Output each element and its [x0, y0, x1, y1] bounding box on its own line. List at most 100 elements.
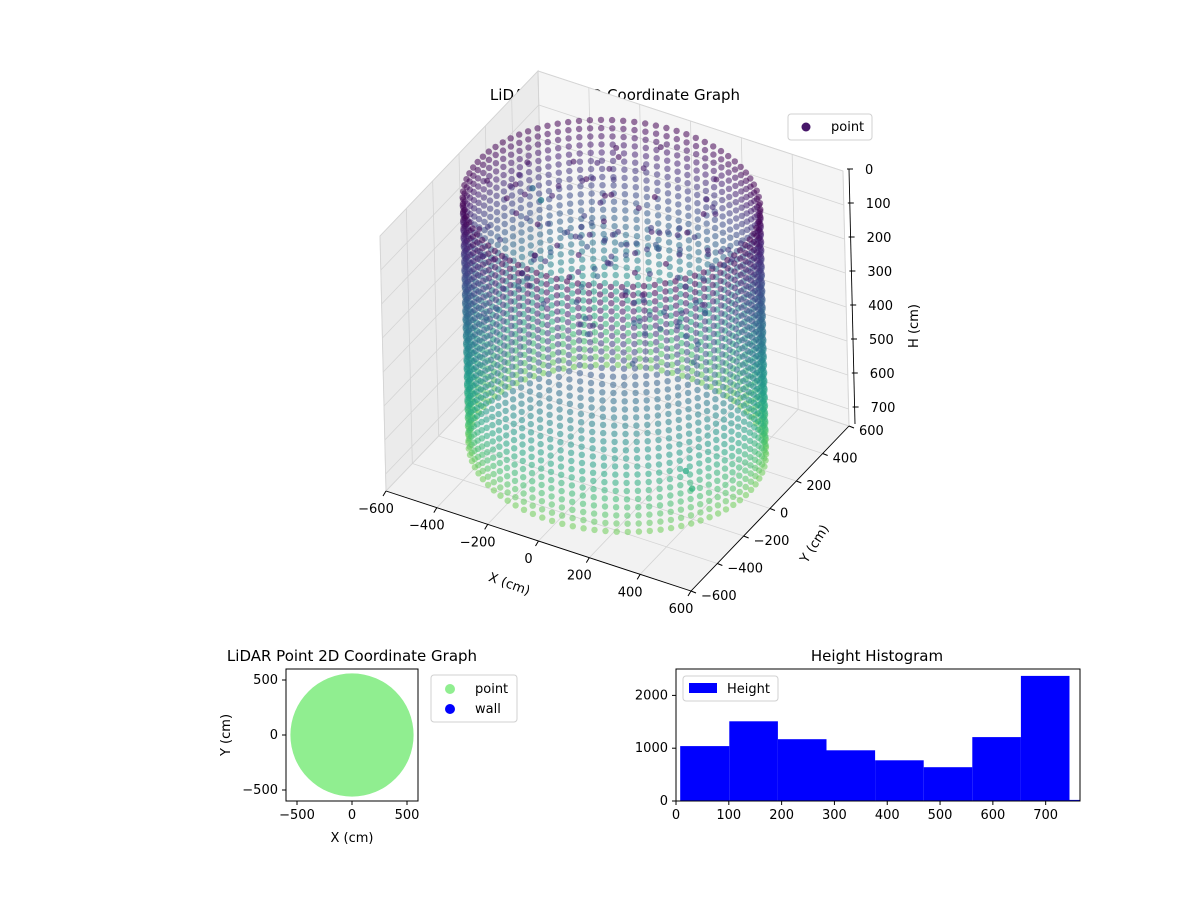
- 3d-point: [537, 432, 544, 440]
- 2d-legend[interactable]: point wall: [430, 674, 518, 723]
- 3d-point: [676, 225, 683, 231]
- 3d-point: [737, 255, 744, 262]
- 3d-point: [734, 407, 741, 414]
- 3d-point: [676, 242, 683, 249]
- 3d-point: [602, 304, 609, 311]
- 3d-point: [519, 465, 527, 473]
- 3d-point: [508, 330, 515, 338]
- 3d-point: [555, 161, 562, 168]
- 3d-point: [503, 440, 510, 447]
- 3d-point: [731, 293, 739, 300]
- 3d-point: [553, 292, 561, 299]
- 3d-point: [580, 305, 587, 312]
- 3d-point: [612, 504, 620, 511]
- 2d-y-axis-label: Y (cm): [219, 714, 234, 757]
- 3d-point: [709, 273, 716, 280]
- 3d-point: [725, 152, 732, 160]
- 3d-point: [722, 506, 730, 513]
- 3d-point: [755, 193, 762, 201]
- 3d-point: [576, 150, 583, 157]
- 3d-point: [497, 492, 504, 499]
- 3d-point: [613, 296, 620, 303]
- 3d-z-tick-label: 100: [866, 197, 891, 212]
- 3d-point: [753, 224, 760, 231]
- 3d-point: [597, 299, 604, 306]
- 3d-point: [647, 357, 654, 364]
- 3d-point: [673, 144, 681, 151]
- 3d-point: [598, 356, 605, 363]
- 3d-point: [608, 116, 616, 124]
- 3d-point: [719, 237, 727, 245]
- 3d-point: [601, 503, 609, 510]
- 3d-point: [526, 209, 534, 217]
- histogram-title: Height Histogram: [811, 647, 943, 665]
- 3d-point: [703, 228, 711, 235]
- 3d-point: [569, 506, 576, 514]
- 3d-point: [534, 221, 541, 228]
- 3d-point: [531, 252, 538, 259]
- 3d-point: [665, 214, 672, 221]
- 3d-point: [737, 271, 744, 278]
- 3d-point: [654, 396, 661, 403]
- 3d-point: [742, 169, 750, 176]
- 3d-point: [612, 263, 619, 271]
- 3d-point: [746, 429, 753, 436]
- 3d-point: [648, 224, 655, 231]
- 3d-point: [483, 408, 490, 415]
- 3d-point: [719, 213, 726, 220]
- 3d-point: [508, 159, 515, 166]
- 3d-point: [652, 298, 659, 305]
- 3d-point: [518, 253, 526, 261]
- 3d-point: [612, 479, 619, 486]
- 3d-point: [612, 280, 620, 287]
- 3d-point: [579, 484, 586, 491]
- 3d-point: [749, 375, 757, 382]
- 3d-point: [675, 400, 682, 407]
- 3d-point: [525, 152, 532, 159]
- 3d-point: [487, 364, 495, 372]
- 3d-point: [500, 334, 508, 341]
- 3d-point: [653, 155, 660, 162]
- 3d-point: [665, 222, 672, 230]
- 3d-point: [631, 151, 639, 158]
- 3d-point: [623, 264, 630, 271]
- 3d-point: [741, 434, 748, 442]
- 3d-point: [556, 193, 563, 201]
- 3d-point: [470, 164, 477, 171]
- histogram-legend[interactable]: Height: [682, 675, 779, 702]
- 3d-point: [461, 206, 468, 214]
- 3d-point: [636, 318, 643, 325]
- 3d-point: [589, 428, 596, 436]
- 3d-point: [474, 239, 481, 246]
- 3d-legend[interactable]: point: [787, 113, 873, 141]
- 3d-point: [717, 248, 724, 255]
- 3d-point: [510, 428, 518, 436]
- 3d-point: [528, 453, 535, 460]
- 3d-point: [634, 273, 642, 281]
- 3d-point: [676, 319, 683, 326]
- 3d-point: [736, 472, 743, 479]
- 3d-point: [586, 306, 593, 313]
- 2d-chart-title: LiDAR Point 2D Coordinate Graph: [227, 647, 477, 665]
- 3d-point: [745, 396, 753, 404]
- 3d-point: [519, 270, 526, 277]
- 2d-legend-marker-wall: [445, 704, 455, 714]
- histogram-bar: [972, 737, 1021, 801]
- 3d-point: [476, 345, 483, 352]
- 3d-point: [646, 311, 653, 318]
- 3d-point: [750, 181, 758, 188]
- 3d-point: [490, 454, 497, 461]
- histogram-legend-frame: [682, 675, 779, 702]
- 3d-point: [485, 242, 492, 249]
- 3d-point: [696, 468, 703, 475]
- 3d-point: [742, 467, 749, 474]
- 3d-point: [721, 449, 728, 456]
- 3d-point: [683, 139, 690, 146]
- 3d-legend-marker: [801, 122, 811, 132]
- 3d-point: [613, 528, 620, 535]
- 3d-point: [545, 155, 552, 162]
- 3d-point: [569, 498, 576, 505]
- 3d-point: [525, 323, 532, 330]
- 3d-point: [705, 251, 712, 258]
- 3d-point: [565, 127, 572, 134]
